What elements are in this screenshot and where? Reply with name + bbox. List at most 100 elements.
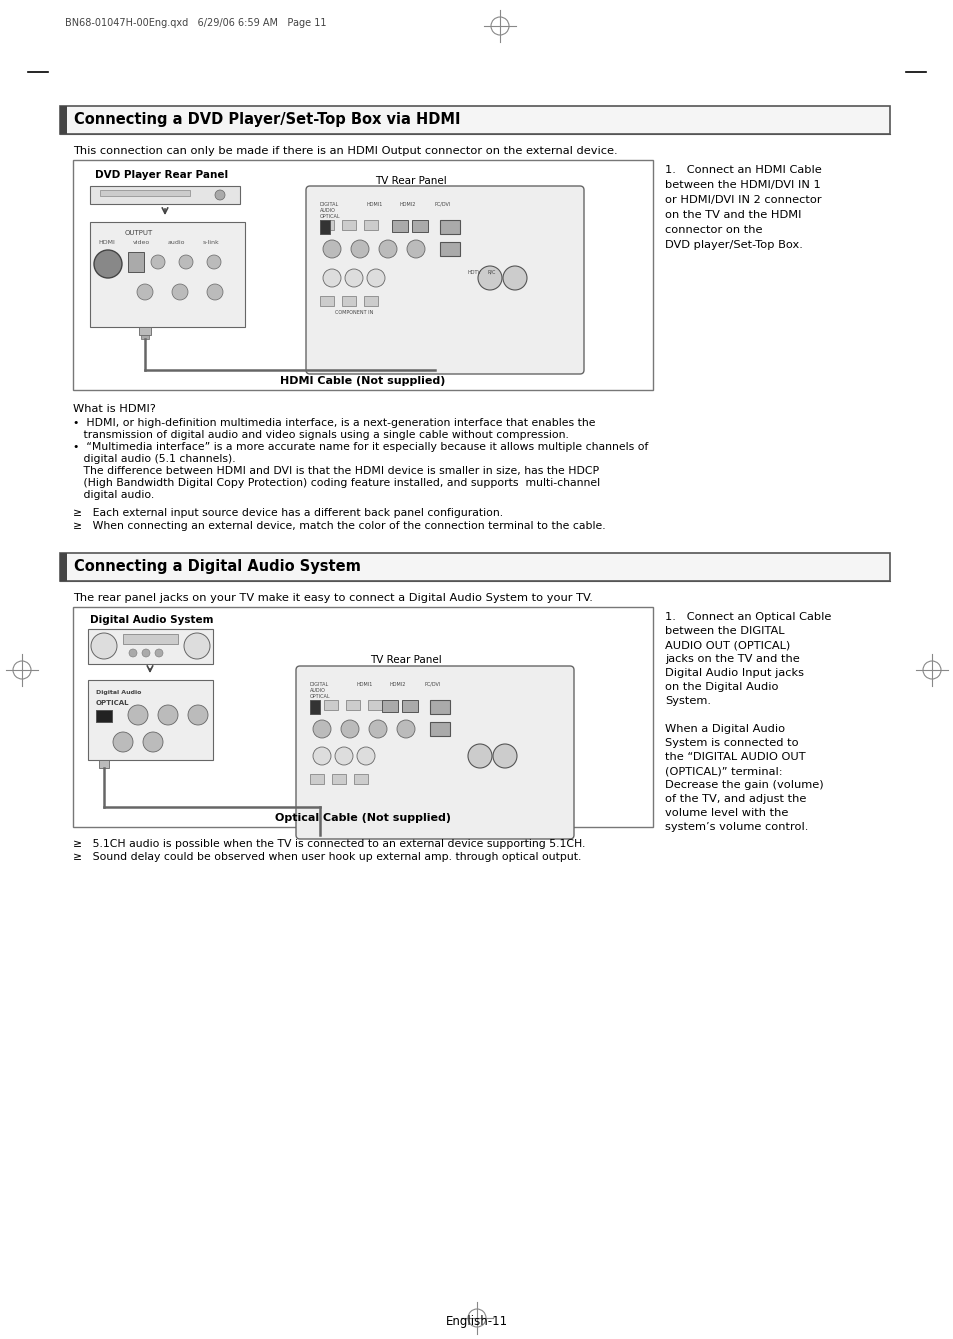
Circle shape xyxy=(207,284,223,300)
Circle shape xyxy=(158,706,178,724)
Bar xyxy=(439,242,459,256)
Circle shape xyxy=(340,720,358,738)
Text: jacks on the TV and the: jacks on the TV and the xyxy=(664,653,799,664)
Circle shape xyxy=(351,240,369,258)
Bar xyxy=(346,700,359,710)
Text: HDMI2: HDMI2 xyxy=(399,202,416,208)
Bar xyxy=(88,629,213,664)
Text: ≥   Each external input source device has a different back panel configuration.: ≥ Each external input source device has … xyxy=(73,507,502,518)
Text: What is HDMI?: What is HDMI? xyxy=(73,404,155,414)
Text: DIGITAL
AUDIO
OPTICAL: DIGITAL AUDIO OPTICAL xyxy=(319,202,340,218)
Text: •  HDMI, or high-definition multimedia interface, is a next-generation interface: • HDMI, or high-definition multimedia in… xyxy=(73,418,595,428)
Bar xyxy=(96,710,112,722)
Bar xyxy=(310,774,324,785)
Circle shape xyxy=(172,284,188,300)
Text: The rear panel jacks on your TV make it easy to connect a Digital Audio System t: The rear panel jacks on your TV make it … xyxy=(73,593,592,603)
Bar xyxy=(90,186,240,204)
Circle shape xyxy=(151,254,165,269)
Text: HDMI2: HDMI2 xyxy=(390,682,406,687)
Text: The difference between HDMI and DVI is that the HDMI device is smaller in size, : The difference between HDMI and DVI is t… xyxy=(73,466,598,475)
Text: TV Rear Panel: TV Rear Panel xyxy=(375,175,446,186)
Circle shape xyxy=(143,732,163,753)
Circle shape xyxy=(369,720,387,738)
Text: PC/DVI: PC/DVI xyxy=(435,202,451,208)
Circle shape xyxy=(477,266,501,291)
Circle shape xyxy=(129,649,137,657)
Bar xyxy=(364,220,377,230)
Text: AUDIO OUT (OPTICAL): AUDIO OUT (OPTICAL) xyxy=(664,640,789,649)
Circle shape xyxy=(207,254,221,269)
Text: connector on the: connector on the xyxy=(664,225,761,236)
Text: 1.   Connect an HDMI Cable: 1. Connect an HDMI Cable xyxy=(664,165,821,175)
Text: of the TV, and adjust the: of the TV, and adjust the xyxy=(664,794,805,803)
Bar xyxy=(73,159,652,390)
Circle shape xyxy=(112,732,132,753)
Text: Digital Audio Input jacks: Digital Audio Input jacks xyxy=(664,668,803,678)
Bar xyxy=(128,252,144,272)
Bar xyxy=(341,296,355,307)
Bar xyxy=(430,700,450,714)
Circle shape xyxy=(367,269,385,287)
Circle shape xyxy=(407,240,424,258)
Text: ≥   Sound delay could be observed when user hook up external amp. through optica: ≥ Sound delay could be observed when use… xyxy=(73,852,580,862)
Text: 1.   Connect an Optical Cable: 1. Connect an Optical Cable xyxy=(664,612,830,623)
Text: This connection can only be made if there is an HDMI Output connector on the ext: This connection can only be made if ther… xyxy=(73,146,617,157)
Text: BN68-01047H-00Eng.qxd   6/29/06 6:59 AM   Page 11: BN68-01047H-00Eng.qxd 6/29/06 6:59 AM Pa… xyxy=(65,17,326,28)
Text: s-link: s-link xyxy=(203,240,219,245)
Bar xyxy=(439,220,459,234)
Circle shape xyxy=(378,240,396,258)
Bar xyxy=(60,106,889,134)
Text: HDMI1: HDMI1 xyxy=(367,202,383,208)
Bar xyxy=(368,700,381,710)
Bar xyxy=(60,106,67,134)
Bar xyxy=(139,327,151,335)
Text: Connecting a DVD Player/Set-Top Box via HDMI: Connecting a DVD Player/Set-Top Box via … xyxy=(74,112,460,127)
FancyBboxPatch shape xyxy=(306,186,583,374)
Circle shape xyxy=(345,269,363,287)
Bar xyxy=(401,700,417,712)
Circle shape xyxy=(356,747,375,765)
Circle shape xyxy=(313,720,331,738)
Circle shape xyxy=(468,744,492,769)
Circle shape xyxy=(502,266,526,291)
Circle shape xyxy=(214,190,225,200)
Bar xyxy=(412,220,428,232)
Circle shape xyxy=(313,747,331,765)
Bar xyxy=(324,700,337,710)
Text: between the HDMI/DVI IN 1: between the HDMI/DVI IN 1 xyxy=(664,179,820,190)
Bar xyxy=(310,700,319,714)
Text: ≥   5.1CH audio is possible when the TV is connected to an external device suppo: ≥ 5.1CH audio is possible when the TV is… xyxy=(73,840,585,849)
Circle shape xyxy=(493,744,517,769)
Text: HDTV: HDTV xyxy=(468,270,481,274)
Bar xyxy=(392,220,408,232)
Bar xyxy=(332,774,346,785)
Circle shape xyxy=(179,254,193,269)
Circle shape xyxy=(396,720,415,738)
Text: on the TV and the HDMI: on the TV and the HDMI xyxy=(664,210,801,220)
Text: System.: System. xyxy=(664,696,710,706)
Text: System is connected to: System is connected to xyxy=(664,738,798,749)
Circle shape xyxy=(184,633,210,659)
Circle shape xyxy=(323,269,340,287)
Bar xyxy=(60,553,67,581)
Text: COMPONENT IN: COMPONENT IN xyxy=(335,311,373,315)
Text: DIGITAL
AUDIO
OPTICAL: DIGITAL AUDIO OPTICAL xyxy=(310,682,331,699)
Text: Optical Cable (Not supplied): Optical Cable (Not supplied) xyxy=(274,813,451,823)
Bar xyxy=(319,220,330,234)
Text: on the Digital Audio: on the Digital Audio xyxy=(664,682,778,692)
Text: HDMI1: HDMI1 xyxy=(356,682,373,687)
Text: ≥   When connecting an external device, match the color of the connection termin: ≥ When connecting an external device, ma… xyxy=(73,521,605,532)
Text: (OPTICAL)” terminal:: (OPTICAL)” terminal: xyxy=(664,766,781,777)
Text: Digital Audio System: Digital Audio System xyxy=(90,615,213,625)
Text: digital audio.: digital audio. xyxy=(73,490,154,499)
Bar xyxy=(88,680,213,761)
Bar xyxy=(90,222,245,327)
Bar xyxy=(354,774,368,785)
Circle shape xyxy=(142,649,150,657)
Text: or HDMI/DVI IN 2 connector: or HDMI/DVI IN 2 connector xyxy=(664,195,821,205)
Circle shape xyxy=(335,747,353,765)
Circle shape xyxy=(154,649,163,657)
Text: volume level with the: volume level with the xyxy=(664,807,787,818)
Text: between the DIGITAL: between the DIGITAL xyxy=(664,627,783,636)
Bar xyxy=(430,722,450,736)
